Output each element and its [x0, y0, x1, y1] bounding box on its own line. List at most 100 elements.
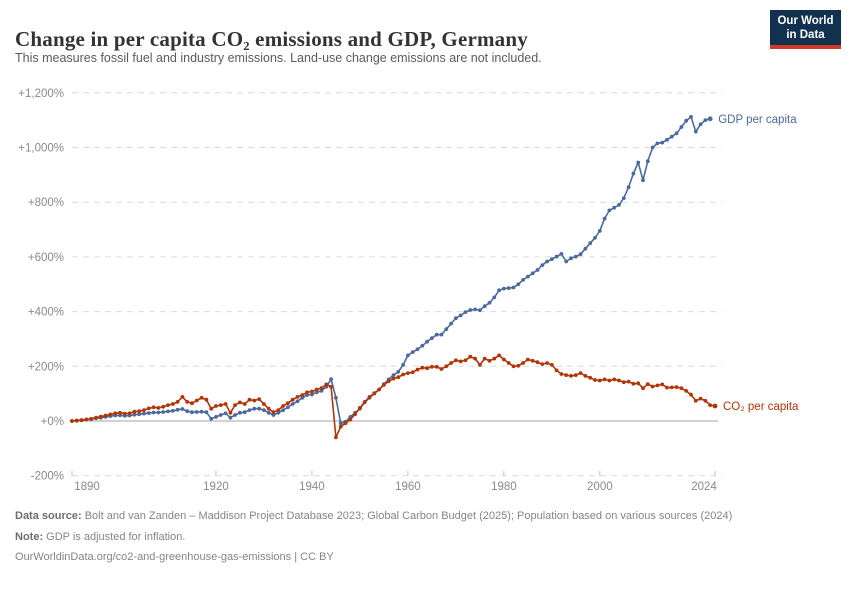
gdp-per-capita-point	[170, 409, 175, 413]
gdp-per-capita-point	[631, 171, 636, 176]
license-line: OurWorldinData.org/co2-and-greenhouse-ga…	[15, 550, 835, 565]
co2-per-capita-point	[190, 401, 194, 406]
gdp-per-capita-point	[257, 406, 261, 411]
co2-per-capita-label[interactable]: CO₂ per capita	[723, 401, 799, 413]
owid-logo-line2: in Data	[786, 28, 825, 41]
y-axis-tick-label: +600%	[28, 252, 64, 264]
y-axis-tick-label: -200%	[31, 471, 64, 483]
co2-per-capita-point	[645, 382, 650, 386]
co2-per-capita-point	[290, 397, 295, 402]
gdp-per-capita-point	[444, 327, 449, 331]
co2-per-capita-point	[324, 382, 329, 387]
co2-per-capita-point	[487, 358, 492, 363]
gdp-per-capita-point	[185, 409, 190, 414]
co2-per-capita-point	[669, 385, 674, 390]
co2-per-capita-point	[454, 358, 458, 363]
gdp-per-capita-point	[295, 399, 300, 404]
gdp-per-capita-point	[502, 286, 506, 291]
co2-per-capita-point	[626, 379, 631, 384]
gdp-per-capita-point	[597, 229, 602, 233]
co2-per-capita-point	[693, 398, 698, 403]
gdp-per-capita-point	[290, 402, 295, 406]
gdp-per-capita-point	[199, 409, 204, 414]
co2-per-capita-point	[597, 378, 602, 383]
co2-per-capita-point	[415, 367, 420, 372]
gdp-per-capita-label[interactable]: GDP per capita	[718, 114, 797, 126]
co2-per-capita-point	[420, 365, 425, 370]
co2-per-capita-point	[180, 395, 185, 399]
gdp-per-capita-point	[175, 407, 180, 412]
co2-per-capita-point	[271, 410, 276, 415]
gdp-per-capita-point	[636, 160, 641, 165]
gdp-per-capita-point	[310, 392, 314, 397]
co2-per-capita-point	[535, 360, 540, 365]
gdp-per-capita-point	[132, 412, 137, 417]
gdp-per-capita-point	[156, 410, 161, 415]
gdp-per-capita-point	[660, 140, 665, 145]
co2-per-capita-point	[478, 363, 482, 367]
y-axis-tick-label: +1,000%	[18, 143, 64, 155]
co2-per-capita-point	[463, 358, 468, 363]
gdp-per-capita-point	[276, 410, 281, 415]
co2-per-capita-point	[641, 386, 645, 391]
gdp-per-capita-point	[573, 254, 578, 259]
y-axis-tick-label: +1,200%	[18, 88, 64, 100]
gdp-per-capita-point	[511, 285, 516, 290]
gdp-per-capita-point	[707, 116, 713, 122]
y-axis-tick-label: +800%	[28, 197, 64, 209]
co2-per-capita-point	[521, 361, 525, 365]
co2-per-capita-point	[698, 396, 703, 401]
co2-per-capita-point	[305, 390, 309, 395]
co2-per-capita-point	[348, 417, 353, 422]
co2-per-capita-point	[266, 406, 271, 411]
co2-per-capita-point	[425, 366, 429, 371]
gdp-per-capita-point	[526, 274, 530, 279]
gdp-per-capita-point	[621, 196, 626, 201]
co2-per-capita-point	[74, 418, 79, 423]
gdp-per-capita-point	[286, 405, 290, 410]
co2-per-capita-point	[122, 411, 127, 416]
co2-per-capita-point	[319, 386, 324, 391]
x-axis-tick-label: 2024	[691, 481, 717, 493]
gdp-per-capita-point	[578, 252, 583, 257]
gdp-per-capita-point	[669, 134, 674, 139]
gdp-per-capita-point	[554, 254, 559, 259]
co2-per-capita-point	[209, 406, 214, 411]
gdp-per-capita-line[interactable]: GDP per capita	[70, 114, 797, 426]
gdp-per-capita-point	[238, 410, 242, 415]
co2-per-capita-point	[660, 382, 665, 387]
co2-per-capita-line[interactable]: CO₂ per capita	[70, 353, 799, 440]
co2-per-capita-point	[329, 384, 333, 389]
co2-per-capita-point	[161, 404, 166, 409]
co2-per-capita-point	[674, 385, 679, 389]
co2-per-capita-point	[367, 395, 372, 399]
co2-per-capita-point	[338, 424, 343, 429]
gdp-per-capita-point	[449, 321, 453, 326]
co2-per-capita-point	[588, 375, 593, 380]
co2-per-capita-point	[391, 376, 396, 381]
x-axis-tick-label: 1980	[491, 481, 517, 493]
x-axis-tick-label: 1920	[203, 481, 229, 493]
co2-per-capita-point	[617, 378, 621, 383]
gdp-per-capita-point	[468, 308, 473, 312]
co2-per-capita-point	[194, 398, 199, 403]
gdp-per-capita-point	[607, 208, 612, 213]
co2-per-capita-point	[583, 374, 588, 378]
owid-logo: Our World in Data	[770, 10, 841, 49]
co2-per-capita-point	[559, 372, 564, 376]
gdp-per-capita-point	[703, 118, 708, 122]
co2-per-capita-point	[300, 393, 305, 397]
gdp-per-capita-point	[550, 257, 554, 261]
gdp-per-capita-point	[665, 137, 669, 142]
gdp-per-capita-point	[194, 410, 199, 414]
co2-per-capita-point	[362, 400, 367, 404]
co2-per-capita-point	[358, 406, 362, 410]
co2-per-capita-point	[252, 398, 257, 403]
gdp-per-capita-point	[242, 410, 247, 415]
co2-per-capita-point	[262, 402, 266, 406]
gdp-per-capita-point	[530, 271, 535, 276]
gdp-per-capita-point	[458, 313, 463, 318]
co2-per-capita-point	[113, 411, 118, 416]
co2-per-capita-point	[540, 362, 545, 366]
owid-link[interactable]: OurWorldinData.org/co2-and-greenhouse-ga…	[15, 551, 292, 563]
